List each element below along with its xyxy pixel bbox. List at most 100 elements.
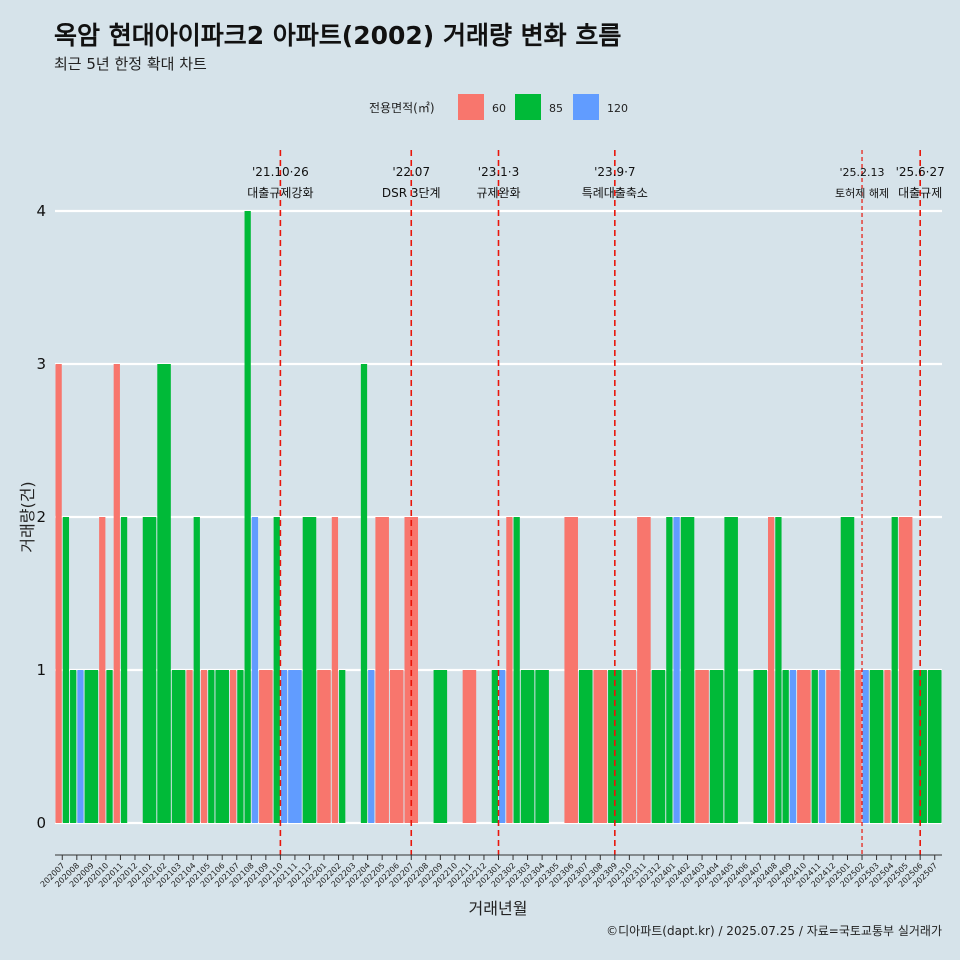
bar-202211-60 xyxy=(462,670,477,823)
x-axis-label: 거래년월 xyxy=(469,899,528,918)
bar-202506-85 xyxy=(913,670,927,823)
legend-label-60: 60 xyxy=(492,102,506,115)
bar-202408-85 xyxy=(775,517,782,823)
bar-202301-85 xyxy=(491,670,498,823)
bar-202104-85 xyxy=(193,517,200,823)
bar-202503-85 xyxy=(869,670,884,823)
bar-202401-120 xyxy=(673,517,680,823)
bar-202104-60 xyxy=(186,670,193,823)
event-label: 토허제 해제 xyxy=(835,186,889,200)
bar-202308-60 xyxy=(593,670,608,823)
bar-202107-60 xyxy=(229,670,237,823)
caption: ©디아파트(dapt.kr) / 2025.07.25 / 자료=국토교통부 실… xyxy=(606,924,942,938)
bar-202110-85 xyxy=(273,517,280,823)
bar-202409-120 xyxy=(789,670,797,823)
bar-202108-85 xyxy=(244,211,251,823)
bar-202410-60 xyxy=(797,670,811,823)
bar-202201-60 xyxy=(317,670,331,823)
bar-202011-85 xyxy=(120,517,128,823)
bar-202502-120 xyxy=(862,670,869,823)
event-label: 특례대출축소 xyxy=(582,186,648,200)
bar-202105-85 xyxy=(208,670,215,823)
chart-title: 옥암 현대아이파크2 아파트(2002) 거래량 변화 흐름 xyxy=(54,21,621,50)
bar-202504-60 xyxy=(884,670,891,823)
bar-202303-85 xyxy=(520,670,535,823)
legend-swatch-120 xyxy=(573,94,599,120)
bar-202101-85 xyxy=(142,517,157,823)
y-tick-label: 4 xyxy=(36,202,46,220)
bar-202202-85 xyxy=(339,670,346,823)
event-date: '25.6·27 xyxy=(896,165,945,179)
bar-202106-85 xyxy=(215,670,229,823)
event-label: 규제완화 xyxy=(476,186,520,200)
bar-202202-60 xyxy=(331,517,339,823)
bar-202402-85 xyxy=(680,517,695,823)
bar-202103-85 xyxy=(171,670,186,823)
bars xyxy=(55,211,942,823)
event-label: DSR 3단계 xyxy=(382,186,441,200)
event-date: '23.1·3 xyxy=(478,165,519,179)
bar-202204-85 xyxy=(360,364,368,823)
legend-swatch-60 xyxy=(458,94,484,120)
bar-202501-85 xyxy=(840,517,855,823)
bar-202507-85 xyxy=(927,670,942,823)
legend-title: 전용면적(㎡) xyxy=(369,101,435,115)
bar-202407-85 xyxy=(753,670,768,823)
bar-202311-60 xyxy=(637,517,651,823)
event-label: 대출규제 xyxy=(898,186,942,200)
legend: 전용면적(㎡) 60 85 120 xyxy=(369,94,628,120)
bar-202209-85 xyxy=(433,670,448,823)
bar-202111-120 xyxy=(288,670,302,823)
bar-202204-120 xyxy=(368,670,375,823)
bar-202310-60 xyxy=(622,670,637,823)
bar-202411-85 xyxy=(811,670,818,823)
y-axis-label: 거래량(건) xyxy=(18,481,37,552)
y-tick-label: 3 xyxy=(36,355,46,373)
bar-202412-60 xyxy=(826,670,840,823)
bar-202411-120 xyxy=(818,670,826,823)
bar-202301-120 xyxy=(499,670,506,823)
event-date: '21.10·26 xyxy=(252,165,309,179)
event-markers: '21.10·26 대출규제강화 '22.07 DSR 3단계 '23.1·3 규제완화 '… xyxy=(247,150,945,855)
legend-label-85: 85 xyxy=(549,102,563,115)
bar-202304-85 xyxy=(535,670,549,823)
bar-202109-60 xyxy=(259,670,273,823)
bar-202307-85 xyxy=(578,670,593,823)
bar-202008-85 xyxy=(70,670,77,823)
bar-202206-60 xyxy=(389,670,404,823)
event-date: '22.07 xyxy=(392,165,430,179)
bar-202502-60 xyxy=(855,670,862,823)
bar-202112-85 xyxy=(302,517,317,823)
event-label: 대출규제강화 xyxy=(247,186,313,200)
bar-202504-85 xyxy=(891,517,898,823)
bar-202405-85 xyxy=(724,517,738,823)
bar-202409-85 xyxy=(782,670,789,823)
bar-202403-60 xyxy=(695,670,709,823)
bar-202205-60 xyxy=(375,517,389,823)
bar-202302-85 xyxy=(513,517,520,823)
bar-202102-85 xyxy=(157,364,171,823)
chart-subtitle: 최근 5년 한정 확대 차트 xyxy=(54,55,207,73)
bar-202306-60 xyxy=(564,517,578,823)
bar-202404-85 xyxy=(709,670,724,823)
bar-202408-60 xyxy=(768,517,775,823)
bar-202302-60 xyxy=(506,517,513,823)
bar-202309-85 xyxy=(608,670,622,823)
bar-202110-120 xyxy=(280,670,288,823)
legend-label-120: 120 xyxy=(607,102,628,115)
y-tick-label: 0 xyxy=(36,814,46,832)
bar-202401-85 xyxy=(666,517,673,823)
bar-202505-60 xyxy=(898,517,913,823)
bar-202008-120 xyxy=(77,670,84,823)
bar-202312-85 xyxy=(651,670,666,823)
bar-202108-120 xyxy=(251,517,259,823)
bar-202010-60 xyxy=(99,517,106,823)
legend-swatch-85 xyxy=(515,94,541,120)
bar-202107-85 xyxy=(237,670,244,823)
bar-202009-85 xyxy=(84,670,99,823)
y-tick-label: 2 xyxy=(36,508,46,526)
bar-202007-60 xyxy=(55,364,62,823)
y-tick-label: 1 xyxy=(36,661,46,679)
